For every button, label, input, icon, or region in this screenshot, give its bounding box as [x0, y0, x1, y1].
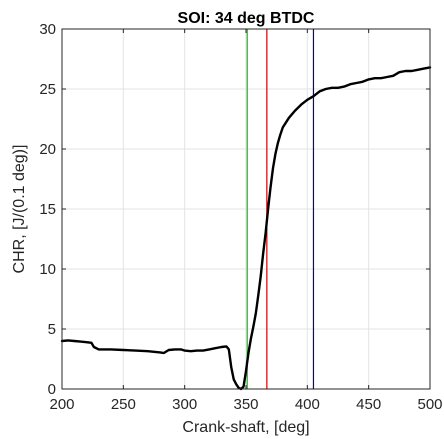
y-tick-label: 0: [48, 381, 56, 398]
x-tick-label: 350: [233, 396, 258, 413]
y-tick-label: 10: [39, 261, 56, 278]
y-tick-label: 20: [39, 141, 56, 158]
x-axis-label: Crank-shaft, [deg]: [182, 419, 309, 436]
y-tick-label: 30: [39, 21, 56, 38]
y-axis-label: CHR, [J/(0.1 deg)]: [11, 145, 28, 274]
x-tick-label: 450: [356, 396, 381, 413]
vertical-markers: [246, 29, 315, 389]
x-tick-label: 500: [417, 396, 442, 413]
chr-series-line: [60, 66, 432, 391]
y-tick-label: 5: [48, 321, 56, 338]
y-tick-label: 15: [39, 201, 56, 218]
x-tick-label: 300: [172, 396, 197, 413]
x-tick-label: 200: [49, 396, 74, 413]
x-tick-label: 400: [295, 396, 320, 413]
x-tick-label: 250: [111, 396, 136, 413]
y-tick-label: 25: [39, 81, 56, 98]
grid: [61, 28, 431, 390]
series-layer: [60, 66, 432, 391]
chart-title: SOI: 34 deg BTDC: [178, 10, 315, 27]
ticks: 200 250 300 350 400 450 500 0 5 10 15 20 25 30: [39, 21, 442, 413]
